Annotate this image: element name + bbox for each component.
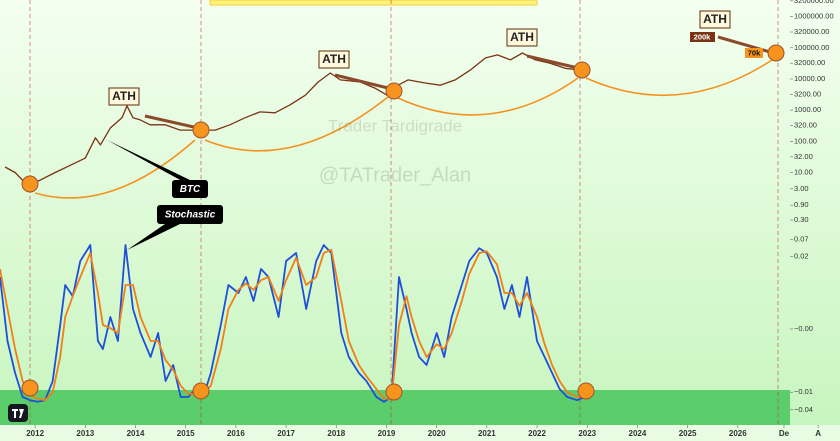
y-tick-label: 1000000.00 bbox=[794, 12, 834, 21]
series-line bbox=[0, 244, 589, 403]
x-tick-label: 2015 bbox=[177, 429, 195, 438]
x-tick-label: 2012 bbox=[26, 429, 44, 438]
x-tick-label: 2016 bbox=[227, 429, 245, 438]
y-tick-label: 1000.00 bbox=[794, 105, 821, 114]
ath-box bbox=[318, 50, 350, 69]
logo bbox=[8, 404, 28, 422]
banner bbox=[209, 0, 538, 6]
x-tick-label: 2014 bbox=[127, 429, 145, 438]
y-tick-label: 0.07 bbox=[794, 235, 809, 244]
callout-label: Stochastic bbox=[165, 210, 216, 221]
y-tick-label: 3.00 bbox=[794, 184, 809, 193]
ath-label: ATH bbox=[322, 52, 346, 66]
y-tick-label: 32.00 bbox=[794, 152, 813, 161]
target-box bbox=[690, 32, 715, 42]
ath-box bbox=[108, 87, 140, 106]
price-label: 70k bbox=[748, 48, 761, 57]
y-tick-label: 32000.00 bbox=[794, 58, 825, 67]
stochastic-callout: Stochastic bbox=[127, 205, 223, 250]
y-tick-label: −0.01 bbox=[794, 387, 813, 396]
y-tick-label: 0.90 bbox=[794, 200, 809, 209]
ath-box bbox=[506, 28, 538, 47]
x-tick-label: 2019 bbox=[378, 429, 396, 438]
series-line bbox=[0, 248, 588, 402]
time-axis bbox=[0, 425, 840, 441]
ath-box bbox=[699, 10, 731, 29]
y-tick-label: 10.00 bbox=[794, 168, 813, 177]
y-tick-label: 320000.00 bbox=[794, 27, 829, 36]
y-tick-label: 0.02 bbox=[794, 252, 809, 261]
series-line bbox=[4, 52, 591, 185]
y-tick-label: 100000.00 bbox=[794, 43, 829, 52]
y-tick-label: 10000.00 bbox=[794, 74, 825, 83]
x-tick-label: A bbox=[815, 429, 821, 438]
ath-label: ATH bbox=[112, 89, 136, 103]
x-tick-label: 2026 bbox=[729, 429, 747, 438]
y-tick-label: 320.00 bbox=[794, 121, 817, 130]
ath-label: ATH bbox=[510, 30, 534, 44]
y-tick-label: −0.00 bbox=[794, 324, 813, 333]
x-tick-label: 2025 bbox=[679, 429, 697, 438]
cycle-arcs bbox=[34, 59, 773, 199]
y-tick-label: 3200.00 bbox=[794, 89, 821, 98]
x-tick-label: 2021 bbox=[478, 429, 496, 438]
btc-callout: BTC bbox=[107, 140, 208, 198]
x-tick-label: 2024 bbox=[629, 429, 647, 438]
x-tick-label: 2023 bbox=[578, 429, 596, 438]
x-tick-label: De bbox=[779, 429, 790, 438]
ath-label: ATH bbox=[703, 12, 727, 26]
x-tick-label: 2013 bbox=[76, 429, 94, 438]
ath-labels: ATH ATH ATH ATH 200k 70k bbox=[108, 10, 763, 106]
cycle-markers bbox=[21, 44, 785, 401]
y-tick-label: 3200000.00 bbox=[794, 0, 834, 5]
x-tick-label: 2022 bbox=[528, 429, 546, 438]
watermark: @TATrader_Alan bbox=[319, 164, 471, 186]
watermark: Trader Tardigrade bbox=[328, 116, 462, 135]
x-tick-label: 2018 bbox=[327, 429, 345, 438]
y-tick-label: −0.04 bbox=[794, 405, 813, 414]
callout-label: BTC bbox=[180, 184, 201, 195]
price-box bbox=[745, 48, 763, 58]
y-tick-label: 100.00 bbox=[794, 136, 817, 145]
x-tick-label: 2017 bbox=[277, 429, 295, 438]
x-tick-label: 2020 bbox=[428, 429, 446, 438]
target-label: 200k bbox=[694, 32, 712, 41]
y-tick-label: 0.30 bbox=[794, 215, 809, 224]
plot bbox=[0, 52, 591, 403]
